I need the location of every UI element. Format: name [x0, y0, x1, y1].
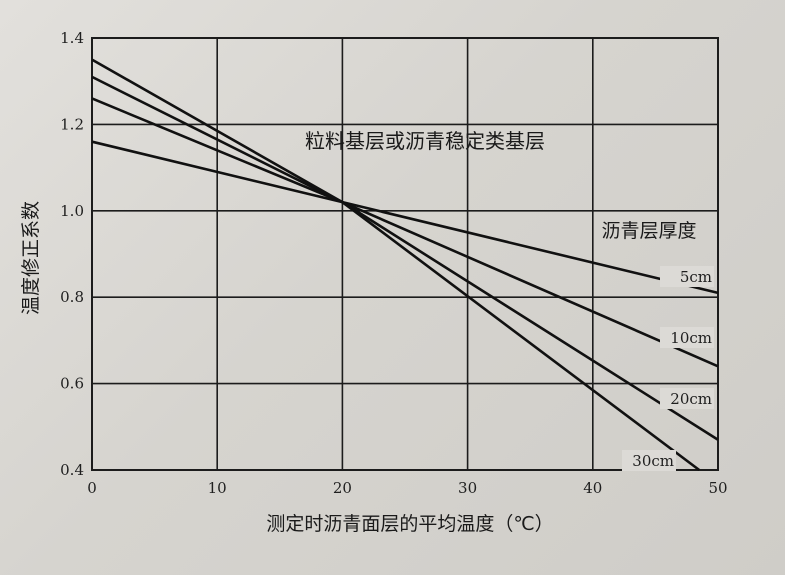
series-group [92, 60, 718, 470]
series-line-5cm [92, 142, 718, 293]
x-tick-label: 40 [583, 479, 602, 497]
y-axis-label: 温度修正系数 [20, 201, 42, 315]
annotation-layer-thickness: 沥青层厚度 [601, 220, 696, 242]
series-label-20cm: 20cm [670, 390, 712, 408]
x-tick-label: 0 [87, 479, 97, 497]
y-tick-label: 0.8 [60, 288, 84, 306]
series-label-5cm: 5cm [680, 268, 712, 286]
y-tick-label: 0.6 [60, 375, 84, 393]
y-tick-label: 0.4 [60, 461, 84, 479]
x-tick-label: 20 [333, 479, 352, 497]
series-label-10cm: 10cm [670, 329, 712, 347]
y-tick-label: 1.2 [60, 115, 84, 133]
y-tick-labels: 0.4 0.6 0.8 1.0 1.2 1.4 [60, 29, 84, 479]
x-tick-label: 50 [708, 479, 727, 497]
x-axis-label: 测定时沥青面层的平均温度（℃） [266, 513, 553, 535]
x-tick-label: 30 [458, 479, 477, 497]
series-label-30cm: 30cm [632, 452, 674, 470]
x-tick-labels: 0 10 20 30 40 50 [87, 479, 727, 497]
y-tick-label: 1.4 [60, 29, 84, 47]
x-tick-label: 10 [208, 479, 227, 497]
plot-border [92, 38, 718, 470]
grid [92, 38, 718, 470]
plot-frame [92, 38, 718, 470]
y-tick-label: 1.0 [60, 202, 84, 220]
annotation-base-type: 粒料基层或沥青稳定类基层 [305, 129, 545, 153]
